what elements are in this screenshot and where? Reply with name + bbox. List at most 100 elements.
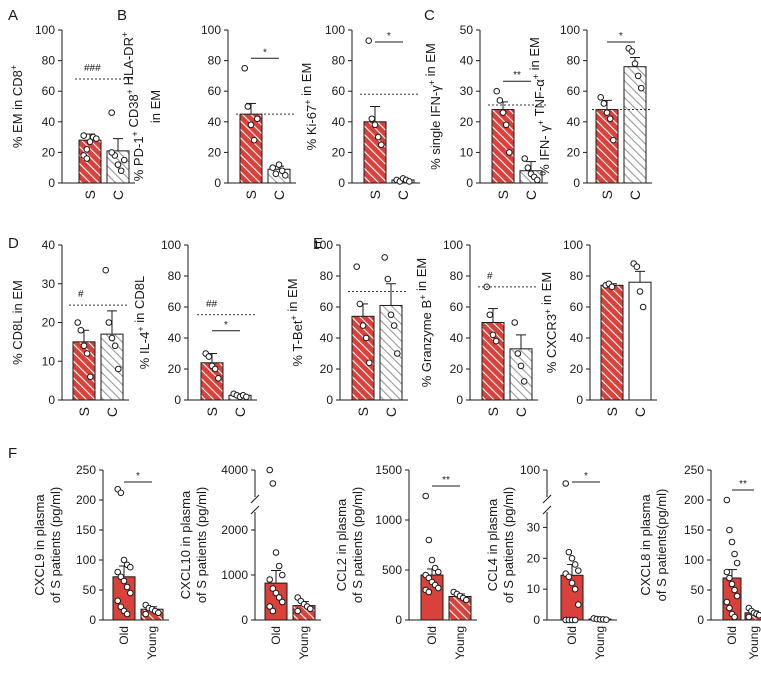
- data-point: [83, 155, 91, 162]
- data-point: [123, 583, 131, 591]
- y-label-text: HLA-DR: [121, 37, 136, 89]
- x-category-label: S: [82, 190, 98, 199]
- x-category-label: C: [271, 190, 287, 200]
- y-axis-label: % T-Bet+ in EM: [285, 278, 305, 366]
- significance-label: #: [78, 289, 84, 300]
- y-label-superscript: +: [289, 315, 299, 320]
- y-label-superscript: +: [543, 309, 553, 314]
- y-tick-label: 100: [313, 238, 333, 252]
- y-axis-label: CXCL8 in plasma: [638, 494, 653, 596]
- y-axis-label: CXCL10 in plasma: [178, 490, 193, 599]
- chart-e1: 0 20 40 60 80 100 S C % T-Bet+ in EM: [285, 238, 408, 417]
- data-point: [434, 584, 442, 592]
- data-point: [247, 121, 255, 129]
- data-point: [275, 562, 283, 570]
- data-point: [269, 164, 277, 171]
- y-tick-label: 40: [450, 331, 464, 345]
- y-label-superscript: +: [136, 326, 146, 331]
- x-category-label: Old: [269, 626, 283, 645]
- data-point: [492, 337, 500, 345]
- y-tick-label: 40: [208, 115, 222, 129]
- y-label-text: in CD8L: [132, 276, 147, 327]
- data-point: [405, 178, 413, 185]
- y-tick-label: 80: [570, 269, 584, 283]
- data-point: [603, 109, 611, 116]
- data-point: [562, 480, 570, 487]
- data-point: [393, 350, 401, 357]
- data-point: [502, 121, 510, 129]
- y-tick-label: 100: [201, 23, 221, 37]
- data-point: [377, 141, 385, 149]
- x-category-label: Old: [565, 626, 579, 645]
- chart-d1: 0 10 20 30 40 S C # % CD8L in EM: [10, 238, 129, 417]
- x-category-label: S: [485, 407, 501, 416]
- y-label-superscript: +: [120, 32, 130, 37]
- data-point: [278, 571, 286, 579]
- x-category-label: C: [627, 190, 643, 200]
- y-tick-label: 20: [208, 145, 222, 159]
- data-point: [511, 319, 519, 326]
- data-point: [728, 538, 736, 546]
- y-label-text: % single IFN-γ: [428, 85, 443, 170]
- y-tick-label: 100: [161, 238, 181, 252]
- y-label-text: in EM: [414, 258, 429, 295]
- data-point: [278, 167, 286, 175]
- y-label-text: % CD8L in EM: [10, 280, 25, 365]
- x-category-label: Old: [117, 626, 131, 645]
- y-tick-label: 0: [241, 613, 248, 627]
- significance-label: **: [442, 475, 450, 486]
- data-point: [374, 133, 382, 141]
- y-tick-label: 60: [570, 300, 584, 314]
- y-tick-label: 80: [42, 54, 56, 68]
- panel-letter-e: E: [313, 235, 323, 252]
- y-label-text: in EM: [539, 272, 554, 309]
- data-point: [390, 322, 398, 329]
- chart-d2: 0 20 40 60 80 100 S C ## * % IL-4+ in CD8L: [132, 238, 257, 417]
- y-axis-label: in EM: [148, 90, 163, 123]
- y-tick-label: 50: [691, 583, 705, 597]
- y-tick-label: 0: [174, 393, 181, 407]
- data-point: [425, 536, 433, 544]
- y-tick-label: 500: [382, 563, 402, 577]
- significance-label: *: [136, 471, 140, 482]
- data-point: [365, 359, 373, 367]
- data-point: [631, 60, 639, 67]
- y-tick-label: 0: [326, 393, 333, 407]
- y-tick-label: 40: [567, 115, 581, 129]
- x-category-label: S: [604, 407, 620, 416]
- data-point: [120, 156, 128, 164]
- y-axis-label: % single IFN-γ+ in EM: [423, 43, 443, 170]
- y-label-superscript: +: [418, 295, 428, 300]
- y-tick-label: 40: [332, 115, 346, 129]
- data-point: [83, 146, 91, 153]
- y-label-text: % Granzyme B: [419, 300, 434, 387]
- y-label-text: % Ki-67: [304, 105, 319, 151]
- y-label-superscript: +: [536, 120, 546, 125]
- data-point: [755, 611, 761, 619]
- data-point: [80, 132, 88, 139]
- panel-letter-c: C: [424, 7, 435, 24]
- data-point: [269, 585, 277, 592]
- y-label-text: TNF-α: [532, 79, 547, 120]
- data-point: [568, 554, 576, 562]
- data-point: [77, 326, 85, 334]
- y-axis-label: of S patients (pg/ml): [194, 487, 209, 603]
- data-point: [726, 574, 733, 582]
- x-category-label: C: [383, 407, 399, 417]
- data-point: [726, 604, 733, 612]
- y-tick-label: 40: [42, 238, 56, 252]
- data-point: [120, 556, 128, 564]
- data-point: [628, 48, 636, 55]
- y-axis-label: % CD8L in EM: [10, 280, 25, 365]
- y-axis-label: of S patients (pg/ml): [48, 487, 63, 603]
- bar-s: [72, 341, 96, 401]
- data-point: [533, 176, 541, 184]
- y-tick-label: 150: [76, 523, 96, 537]
- y-tick-label: 20: [527, 551, 541, 565]
- y-tick-label: 0: [395, 613, 402, 627]
- y-tick-label: 100: [76, 553, 96, 567]
- y-tick-label: 20: [450, 362, 464, 376]
- bar-c: [628, 281, 652, 401]
